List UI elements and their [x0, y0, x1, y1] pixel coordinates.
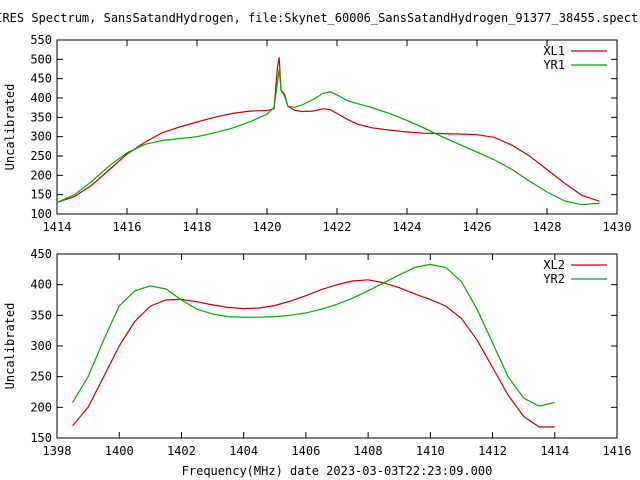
x-tick-label: 1416 — [113, 220, 142, 234]
x-tick-label: 1430 — [603, 220, 632, 234]
y-axis-label: Uncalibrated — [3, 303, 17, 390]
x-tick-label: 1398 — [43, 444, 72, 458]
legend-label: XL2 — [543, 258, 565, 272]
x-tick-label: 1402 — [167, 444, 196, 458]
top-plot: 1414 1416 1418 1420 1422 1424 1426 1428 1430 100 1… — [3, 33, 631, 234]
series-line-xl2 — [72, 279, 555, 428]
y-tick-label: 150 — [30, 431, 52, 445]
series-line-yr1 — [56, 68, 600, 206]
bottom-plot: 1398 1400 1402 1404 1406 1408 1410 1412 1414 1416… — [3, 247, 631, 458]
x-tick-label: 1426 — [463, 220, 492, 234]
y-tick-label: 350 — [30, 308, 52, 322]
x-tick-label: 1414 — [540, 444, 569, 458]
y-axis-label: Uncalibrated — [3, 84, 17, 171]
x-tick-label: 1412 — [478, 444, 507, 458]
chart-title: HIRES Spectrum, SansSatandHydrogen, file… — [0, 11, 640, 25]
y-tick-label: 300 — [30, 339, 52, 353]
x-tick-label: 1428 — [533, 220, 562, 234]
y-tick-label: 300 — [30, 130, 52, 144]
x-axis-label: Frequency(MHz) date 2023-03-03T22:23:09.… — [182, 464, 493, 478]
x-tick-label: 1424 — [393, 220, 422, 234]
x-tick-label: 1404 — [229, 444, 258, 458]
x-tick-label: 1420 — [253, 220, 282, 234]
x-tick-label: 1400 — [105, 444, 134, 458]
x-tick-label: 1410 — [416, 444, 445, 458]
plot-frame — [56, 39, 618, 215]
y-tick-label: 450 — [30, 72, 52, 86]
y-tick-label: 250 — [30, 149, 52, 163]
legend-label: XL1 — [543, 44, 565, 58]
x-tick-label: 1416 — [603, 444, 632, 458]
legend-label: YR2 — [543, 272, 565, 286]
series-line-yr2 — [72, 263, 555, 407]
y-tick-label: 400 — [30, 91, 52, 105]
x-tick-label: 1414 — [43, 220, 72, 234]
y-tick-label: 200 — [30, 400, 52, 414]
y-tick-label: 200 — [30, 168, 52, 182]
y-tick-label: 450 — [30, 247, 52, 261]
y-tick-label: 150 — [30, 188, 52, 202]
y-tick-label: 100 — [30, 207, 52, 221]
x-tick-label: 1408 — [354, 444, 383, 458]
y-tick-label: 250 — [30, 370, 52, 384]
x-tick-label: 1406 — [291, 444, 320, 458]
y-tick-label: 350 — [30, 110, 52, 124]
y-tick-label: 550 — [30, 33, 52, 47]
y-tick-label: 500 — [30, 52, 52, 66]
y-tick-label: 400 — [30, 278, 52, 292]
x-tick-label: 1418 — [183, 220, 212, 234]
plot-frame — [56, 253, 618, 439]
legend-label: YR1 — [543, 58, 565, 72]
series-line-xl1 — [56, 57, 600, 203]
x-tick-label: 1422 — [323, 220, 352, 234]
